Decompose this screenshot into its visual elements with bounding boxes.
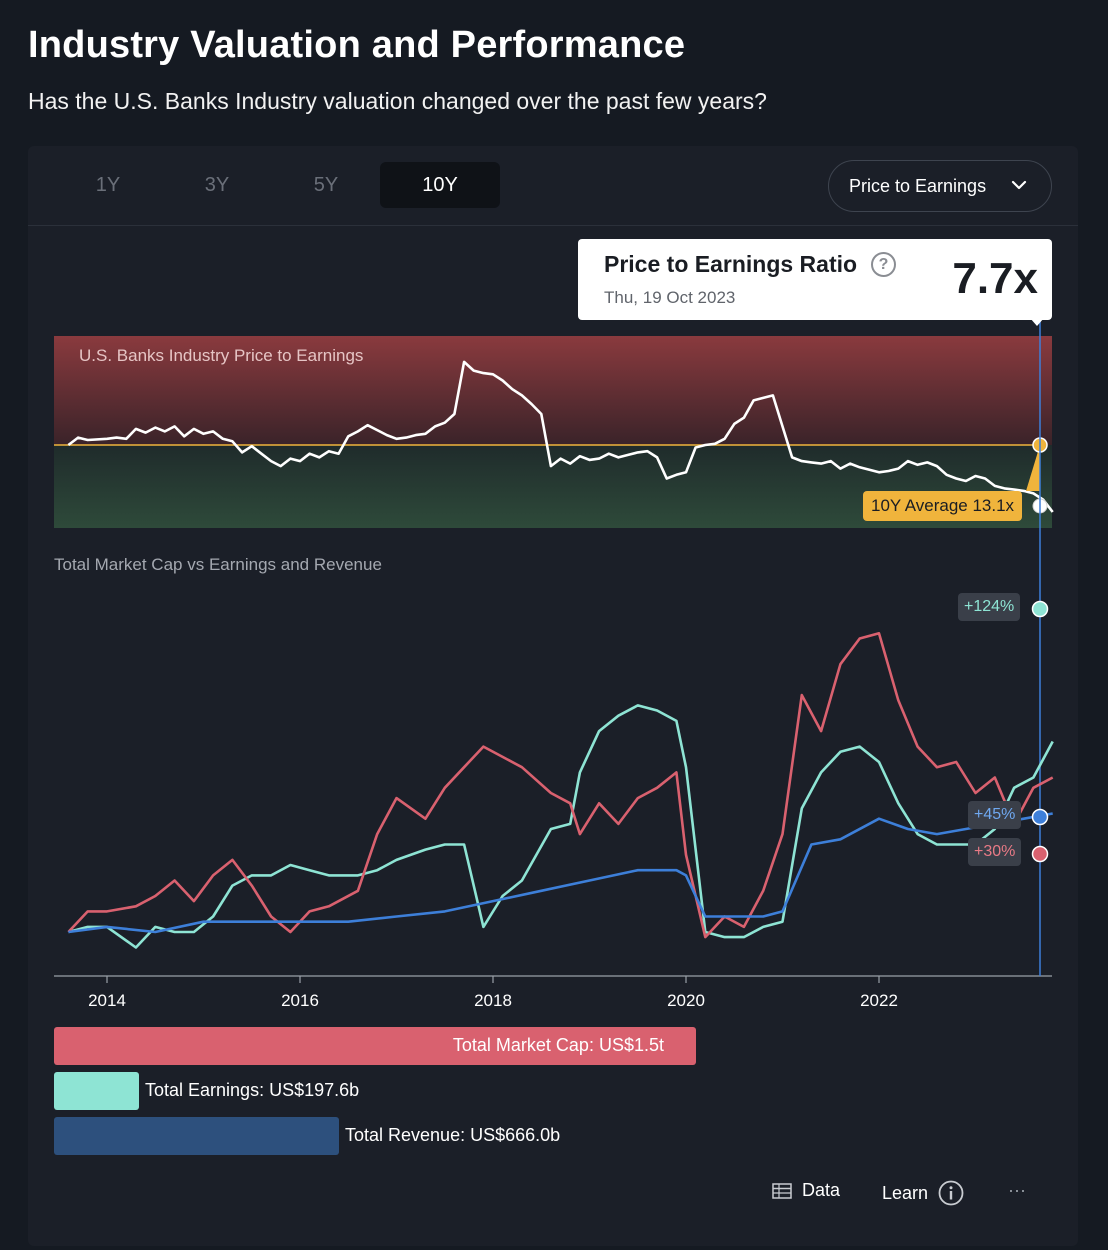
learn-button-label: Learn bbox=[882, 1182, 929, 1203]
tab-3y[interactable]: 3Y bbox=[204, 173, 230, 196]
revenue-change-badge: +45% bbox=[968, 801, 1022, 829]
x-tick-label: 2020 bbox=[667, 991, 705, 1010]
pe-average-pointer bbox=[1026, 445, 1040, 491]
tooltip-title: Price to Earnings Ratio bbox=[604, 251, 858, 277]
average-badge: 10Y Average 13.1x bbox=[863, 491, 1023, 521]
tooltip-value: 7.7x bbox=[952, 254, 1038, 303]
pe-tooltip: Price to Earnings Ratio ? Thu, 19 Oct 20… bbox=[578, 239, 1052, 326]
metric-dropdown-label: Price to Earnings bbox=[849, 175, 987, 196]
earnings-change-badge: +124% bbox=[958, 593, 1021, 621]
earnings-bar-label: Total Earnings: US$197.6b bbox=[145, 1080, 360, 1100]
market-cap-bar bbox=[54, 1027, 696, 1065]
table-icon bbox=[772, 1182, 792, 1199]
x-tick-label: 2018 bbox=[474, 991, 512, 1010]
tab-10y[interactable]: 10Y bbox=[380, 162, 500, 208]
tooltip-date: Thu, 19 Oct 2023 bbox=[604, 288, 736, 307]
chevron-down-icon bbox=[1011, 180, 1027, 190]
pe-series-line bbox=[67, 360, 1054, 513]
marketcap-change-badge: +30% bbox=[968, 838, 1022, 866]
revenue-bar bbox=[54, 1117, 339, 1155]
more-options-icon: ··· bbox=[1008, 1180, 1026, 1200]
pe-overvalued-band bbox=[54, 336, 1052, 445]
tab-5y[interactable]: 5Y bbox=[313, 173, 339, 196]
data-button[interactable]: Data bbox=[772, 1180, 840, 1201]
x-tick-label: 2016 bbox=[281, 991, 319, 1010]
revenue-bar-label: Total Revenue: US$666.0b bbox=[345, 1125, 561, 1145]
help-icon[interactable]: ? bbox=[871, 252, 896, 277]
more-options-button[interactable]: ··· bbox=[1008, 1180, 1026, 1201]
tab-1y[interactable]: 1Y bbox=[95, 173, 121, 196]
page-title: Industry Valuation and Performance bbox=[28, 24, 686, 66]
x-tick-label: 2014 bbox=[88, 991, 126, 1010]
market-cap-bar-label: Total Market Cap: US$1.5t bbox=[452, 1035, 664, 1055]
info-icon bbox=[938, 1180, 964, 1206]
pe-chart-title: U.S. Banks Industry Price to Earnings bbox=[79, 346, 364, 365]
pe-average-marker bbox=[1032, 437, 1048, 453]
data-button-label: Data bbox=[802, 1180, 841, 1200]
page-subtitle: Has the U.S. Banks Industry valuation ch… bbox=[28, 88, 767, 114]
earnings-bar bbox=[54, 1072, 139, 1110]
metric-dropdown[interactable]: Price to Earnings bbox=[828, 160, 1052, 212]
divider bbox=[28, 225, 1078, 226]
learn-button[interactable]: Learn bbox=[882, 1180, 964, 1206]
tooltip-arrow bbox=[1030, 318, 1044, 326]
x-tick-label: 2022 bbox=[860, 991, 898, 1010]
mc-chart-title: Total Market Cap vs Earnings and Revenue bbox=[54, 555, 382, 574]
